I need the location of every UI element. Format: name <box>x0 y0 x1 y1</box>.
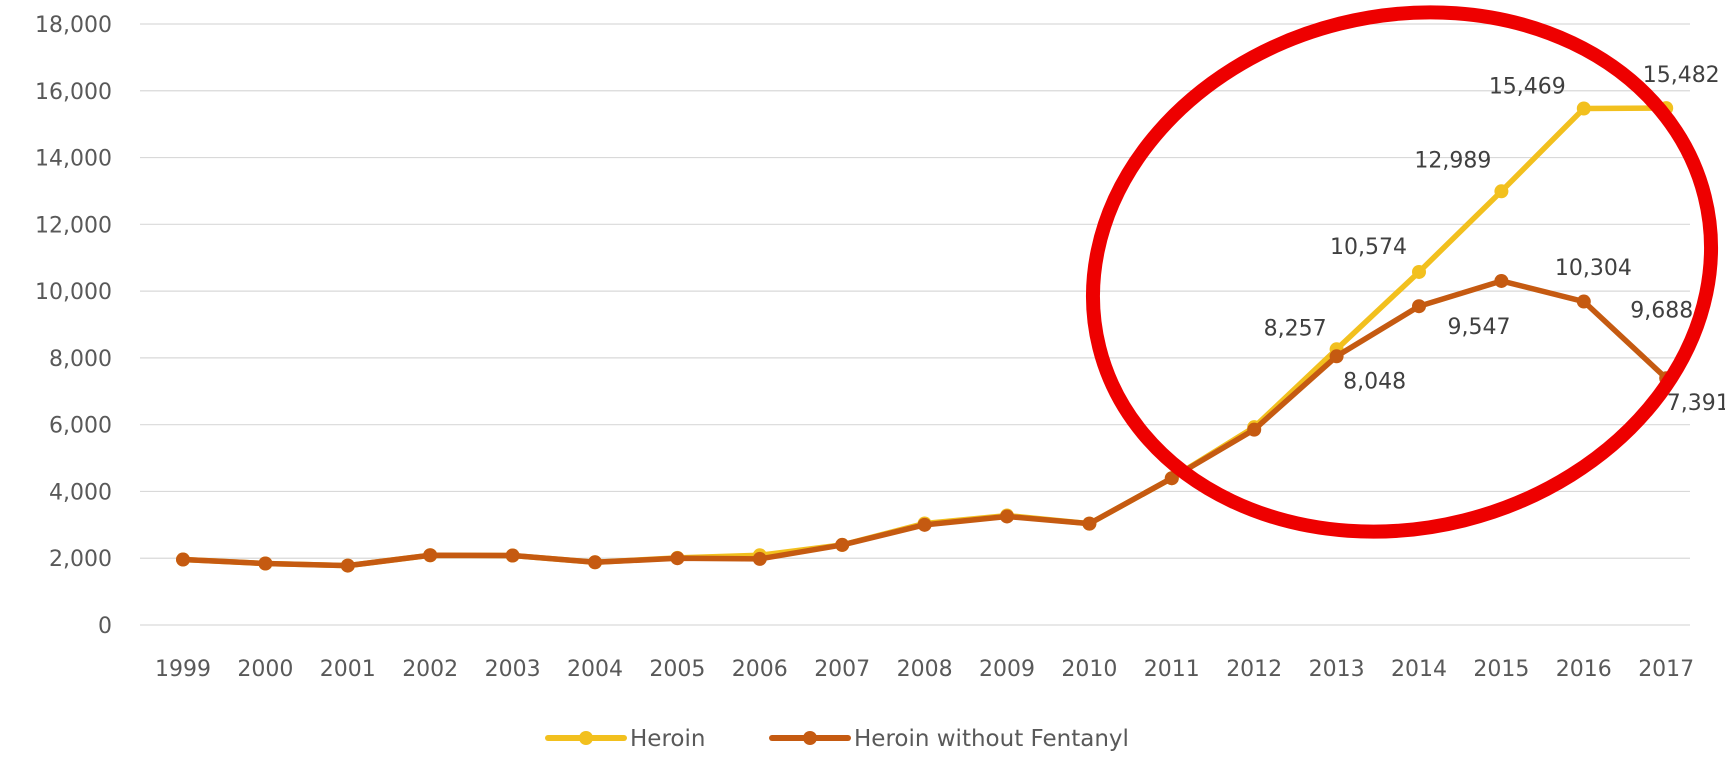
x-tick-label: 2003 <box>485 657 541 682</box>
data-labels: 8,257 10,574 12,989 15,469 15,482 8,048 9,547 1… <box>1264 63 1725 416</box>
x-tick-label: 2016 <box>1556 657 1612 682</box>
x-tick-label: 2000 <box>237 657 293 682</box>
y-tick-label: 10,000 <box>35 280 112 305</box>
x-tick-label: 2013 <box>1309 657 1365 682</box>
y-tick-label: 16,000 <box>35 80 112 105</box>
x-tick-label: 2001 <box>320 657 376 682</box>
data-label: 10,574 <box>1330 235 1407 260</box>
data-point <box>752 551 767 566</box>
data-point <box>1576 294 1591 309</box>
x-tick-label: 2002 <box>402 657 458 682</box>
data-point <box>1082 516 1097 531</box>
x-tick-label: 2017 <box>1638 657 1694 682</box>
x-tick-label: 2005 <box>649 657 705 682</box>
data-label: 15,482 <box>1643 63 1720 88</box>
legend-label: Heroin without Fentanyl <box>854 726 1129 752</box>
data-label: 9,688 <box>1630 299 1693 324</box>
x-tick-label: 2004 <box>567 657 623 682</box>
data-point <box>1000 509 1014 524</box>
data-point <box>176 552 190 567</box>
data-point <box>1329 349 1344 364</box>
data-label: 15,469 <box>1489 75 1566 100</box>
x-tick-label: 2010 <box>1061 657 1117 682</box>
data-point <box>423 548 438 563</box>
data-label: 12,989 <box>1414 148 1491 173</box>
y-tick-label: 14,000 <box>35 147 112 172</box>
annotation <box>1085 5 1719 539</box>
y-tick-label: 18,000 <box>35 13 112 38</box>
legend-marker <box>803 731 817 745</box>
data-point <box>670 551 685 566</box>
x-tick-label: 2014 <box>1391 657 1447 682</box>
data-point <box>340 558 355 573</box>
y-axis: 0 2,000 4,000 6,000 8,000 10,000 12,000 14,000 1… <box>35 13 112 639</box>
x-tick-label: 2007 <box>814 657 870 682</box>
data-point <box>835 537 850 552</box>
data-point <box>1412 299 1426 314</box>
x-tick-label: 2011 <box>1144 657 1200 682</box>
data-point <box>1164 471 1179 486</box>
y-tick-label: 4,000 <box>49 480 112 505</box>
x-tick-label: 1999 <box>155 657 211 682</box>
x-tick-label: 2009 <box>979 657 1035 682</box>
data-point <box>1247 422 1262 437</box>
y-tick-label: 0 <box>98 614 112 639</box>
x-tick-label: 2015 <box>1473 657 1529 682</box>
data-point <box>505 548 520 563</box>
y-tick-label: 12,000 <box>35 213 112 238</box>
x-tick-label: 2006 <box>732 657 788 682</box>
x-tick-label: 2012 <box>1226 657 1282 682</box>
data-point <box>1494 184 1509 199</box>
y-tick-label: 2,000 <box>49 547 112 572</box>
data-point <box>1412 264 1426 279</box>
data-point <box>917 517 932 532</box>
legend: Heroin Heroin without Fentanyl <box>545 726 1129 752</box>
y-tick-label: 6,000 <box>49 414 112 439</box>
data-point <box>258 556 273 571</box>
y-tick-label: 8,000 <box>49 347 112 372</box>
legend-marker <box>579 731 593 745</box>
data-label: 7,391 <box>1667 391 1725 416</box>
data-point <box>1494 273 1509 288</box>
data-point <box>1576 101 1591 116</box>
data-label: 8,048 <box>1343 369 1406 394</box>
x-tick-label: 2008 <box>897 657 953 682</box>
data-label: 10,304 <box>1555 256 1632 281</box>
highlight-ellipse <box>1085 5 1719 539</box>
data-label: 9,547 <box>1448 315 1511 340</box>
x-axis: 1999 2000 2001 2002 2003 2004 2005 2006 2007 2008… <box>155 657 1694 682</box>
data-label: 8,257 <box>1264 316 1327 341</box>
legend-label: Heroin <box>630 726 705 752</box>
data-point <box>588 555 602 570</box>
series-line-heroin <box>180 105 1669 569</box>
